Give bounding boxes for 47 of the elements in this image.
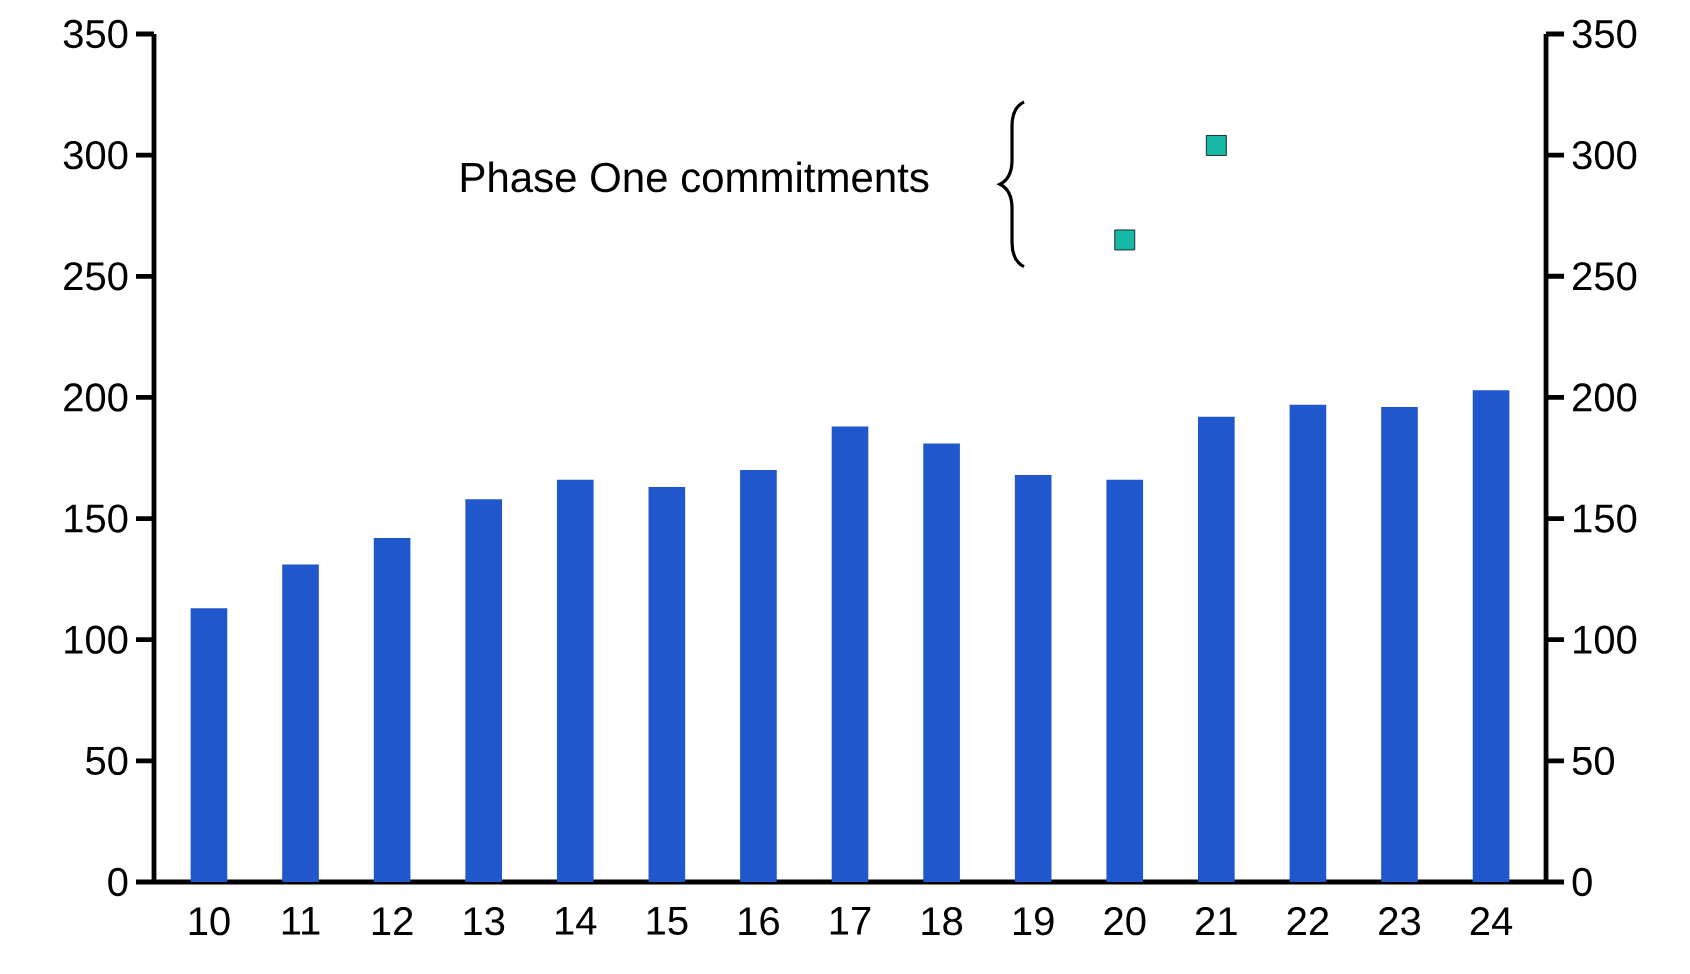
x-tick-label: 11	[282, 907, 320, 935]
y2-tick-label: 350	[1572, 19, 1637, 49]
bar	[1198, 416, 1235, 882]
y-tick-label: 250	[64, 262, 128, 291]
bar	[556, 479, 594, 882]
x-tick-label: 20	[1104, 907, 1146, 936]
bar	[740, 470, 777, 882]
bar	[373, 537, 411, 882]
x-tick-label: 22	[1287, 907, 1329, 935]
bar	[1289, 404, 1327, 882]
bar	[831, 426, 869, 882]
y-tick-label: 50	[86, 746, 128, 775]
x-tick-label: 21	[1196, 907, 1237, 935]
y-tick-label: 150	[65, 504, 128, 533]
x-tick-label: 23	[1379, 907, 1420, 936]
annotation: Phase One commitments	[461, 161, 929, 193]
x-tick-label: 18	[922, 907, 963, 936]
bar	[1014, 474, 1052, 882]
bar	[1106, 479, 1144, 882]
y-tick-label: 0	[108, 867, 128, 897]
x-tick-label: 10	[189, 907, 230, 936]
bar	[282, 564, 319, 882]
y2-tick-label: 300	[1572, 140, 1637, 170]
bar	[923, 443, 960, 882]
bar	[190, 608, 228, 882]
x-tick-label: 12	[372, 907, 413, 935]
y2-tick-label: 50	[1572, 746, 1615, 775]
bar	[465, 499, 502, 882]
y2-tick-label: 0	[1572, 867, 1592, 897]
x-tick-label: 19	[1013, 907, 1054, 936]
y2-tick-label: 150	[1574, 504, 1637, 533]
bar	[1472, 390, 1510, 882]
y-tick-label: 100	[65, 625, 128, 654]
y-tick-label: 350	[63, 19, 128, 49]
y2-tick-label: 200	[1573, 383, 1637, 412]
bar	[648, 487, 686, 882]
x-tick-label: 17	[830, 907, 871, 935]
y-tick-label: 300	[63, 140, 128, 170]
x-tick-label: 15	[647, 907, 688, 935]
x-tick-label: 16	[739, 907, 779, 936]
bar	[1381, 407, 1418, 882]
y2-tick-label: 100	[1574, 625, 1637, 654]
x-tick-label: 14	[556, 907, 597, 935]
x-tick-label: 13	[464, 907, 505, 936]
y-tick-label: 200	[64, 383, 128, 412]
x-tick-label: 24	[1470, 907, 1513, 935]
y2-tick-label: 250	[1573, 262, 1637, 291]
